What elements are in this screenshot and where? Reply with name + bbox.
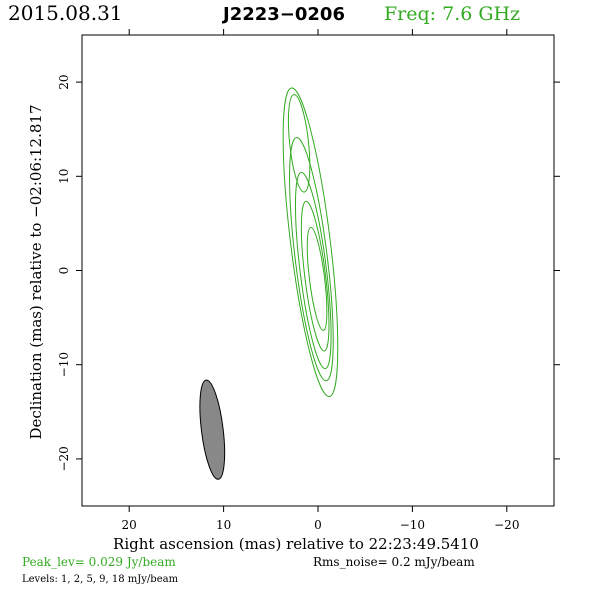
x-tick-label: 20 bbox=[122, 518, 137, 532]
x-tick-label: 0 bbox=[314, 518, 322, 532]
contour-level-9 bbox=[300, 200, 330, 352]
peak-level-text: Peak_lev= 0.029 Jy/beam bbox=[22, 555, 176, 569]
beam-ellipse bbox=[199, 379, 226, 480]
frequency-label: Freq: 7.6 GHz bbox=[384, 3, 520, 25]
x-axis-label: Right ascension (mas) relative to 22:23:… bbox=[113, 535, 479, 553]
contour-level-1 bbox=[282, 87, 339, 398]
x-tick-label: 10 bbox=[216, 518, 231, 532]
axis-ticks bbox=[76, 29, 560, 512]
y-tick-label: −10 bbox=[57, 352, 71, 377]
rms-noise-text: Rms_noise= 0.2 mJy/beam bbox=[313, 555, 475, 569]
y-tick-label: 0 bbox=[57, 267, 71, 275]
x-tick-label: −20 bbox=[494, 518, 519, 532]
plot-frame bbox=[81, 34, 555, 507]
x-tick-label: −10 bbox=[400, 518, 425, 532]
contour-level-1 bbox=[287, 94, 311, 193]
y-tick-label: 20 bbox=[57, 74, 71, 89]
contour-layer bbox=[282, 87, 339, 398]
y-axis-label: Declination (mas) relative to −02:06:12.… bbox=[27, 104, 45, 439]
contour-level-2 bbox=[289, 137, 334, 382]
contour-level-18 bbox=[306, 227, 328, 331]
contour-level-5 bbox=[294, 171, 332, 370]
observation-date: 2015.08.31 bbox=[8, 1, 123, 25]
beam-layer bbox=[199, 379, 226, 480]
axis-tick-labels: 20 10 0 −10 −20 20 10 0 −10 −20 bbox=[57, 74, 519, 532]
contour-levels-text: Levels: 1, 2, 5, 9, 18 mJy/beam bbox=[22, 574, 179, 585]
source-name: J2223−0206 bbox=[221, 4, 345, 25]
y-tick-label: 10 bbox=[57, 169, 71, 184]
y-tick-label: −20 bbox=[57, 446, 71, 471]
